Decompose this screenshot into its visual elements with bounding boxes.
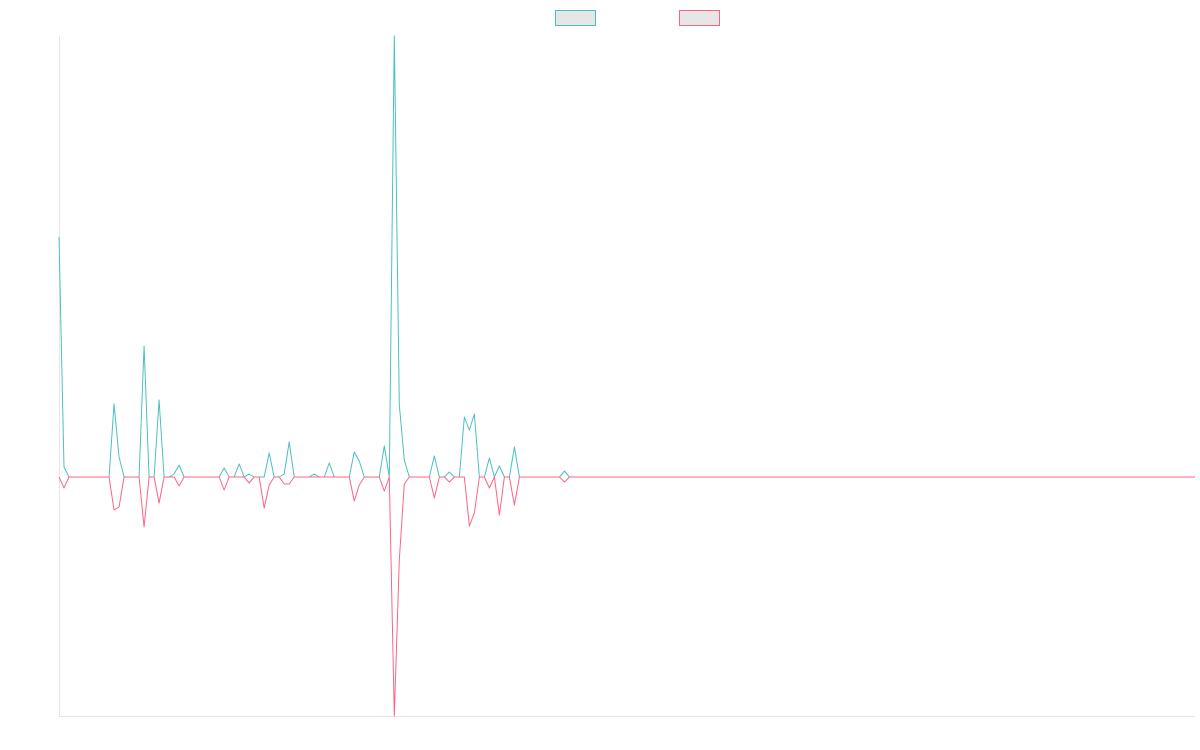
legend-swatch <box>555 10 596 26</box>
line-series <box>58 476 1195 717</box>
legend-swatch <box>679 10 720 26</box>
line-series <box>58 35 1195 478</box>
